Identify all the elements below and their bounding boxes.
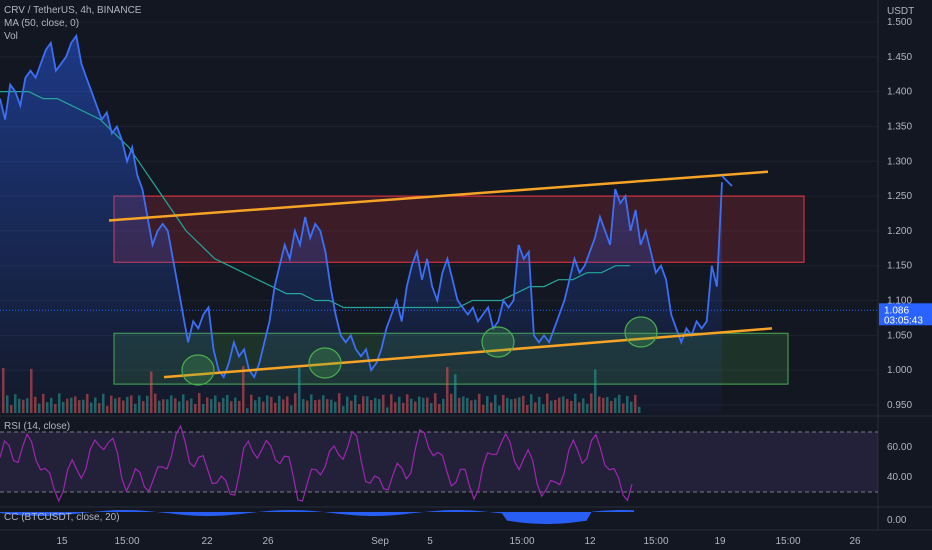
touch-circle [308, 347, 342, 379]
cc-legend[interactable]: CC (BTCUSDT, close, 20) [4, 512, 120, 523]
time-tick: Sep [371, 536, 389, 547]
time-tick: 19 [714, 536, 726, 547]
time-tick: 5 [427, 536, 433, 547]
price-tick: 1.350 [887, 121, 912, 132]
ma-legend[interactable]: MA (50, close, 0) [4, 18, 80, 29]
lower-trendline [163, 327, 773, 379]
time-tick: 15:00 [775, 536, 800, 547]
price-tick: 1.000 [887, 365, 912, 376]
price-tick: 1.050 [887, 330, 912, 341]
upper-trendline [108, 170, 769, 222]
price-tick: 1.400 [887, 87, 912, 98]
price-tick: 1.150 [887, 261, 912, 272]
symbol-title[interactable]: CRV / TetherUS, 4h, BINANCE [4, 5, 142, 16]
cc-tick: 0.00 [887, 515, 907, 526]
projection-arrow [721, 175, 733, 187]
touch-circle [181, 354, 215, 386]
price-tick: 1.300 [887, 156, 912, 167]
touch-circle [624, 316, 658, 348]
time-tick: 12 [584, 536, 596, 547]
price-tick: 1.100 [887, 296, 912, 307]
vol-legend[interactable]: Vol [4, 31, 18, 42]
rsi-band [0, 432, 878, 492]
time-tick: 15:00 [114, 536, 139, 547]
price-tick: 1.250 [887, 191, 912, 202]
price-tick: 1.450 [887, 52, 912, 63]
rsi-line [0, 424, 633, 503]
countdown-label: 03:05:43 [884, 315, 923, 326]
price-tick: 1.500 [887, 17, 912, 28]
rsi-legend[interactable]: RSI (14, close) [4, 421, 71, 432]
currency-label: USDT [887, 6, 914, 17]
time-tick: 22 [201, 536, 213, 547]
time-tick: 15 [56, 536, 68, 547]
time-tick: 26 [262, 536, 274, 547]
last-price-tag [879, 303, 932, 326]
last-price-label: 1.086 [884, 305, 909, 316]
touch-circle [481, 326, 515, 358]
price-tick: 1.200 [887, 226, 912, 237]
rsi-tick: 40.00 [887, 472, 912, 483]
price-area [0, 35, 722, 415]
price-line [0, 33, 723, 379]
time-tick: 26 [849, 536, 861, 547]
time-tick: 15:00 [509, 536, 534, 547]
cc-area [0, 510, 634, 524]
resistance-zone [113, 195, 805, 263]
price-tick: 0.950 [887, 400, 912, 411]
rsi-tick: 60.00 [887, 442, 912, 453]
time-tick: 15:00 [643, 536, 668, 547]
ma-line [0, 91, 630, 309]
